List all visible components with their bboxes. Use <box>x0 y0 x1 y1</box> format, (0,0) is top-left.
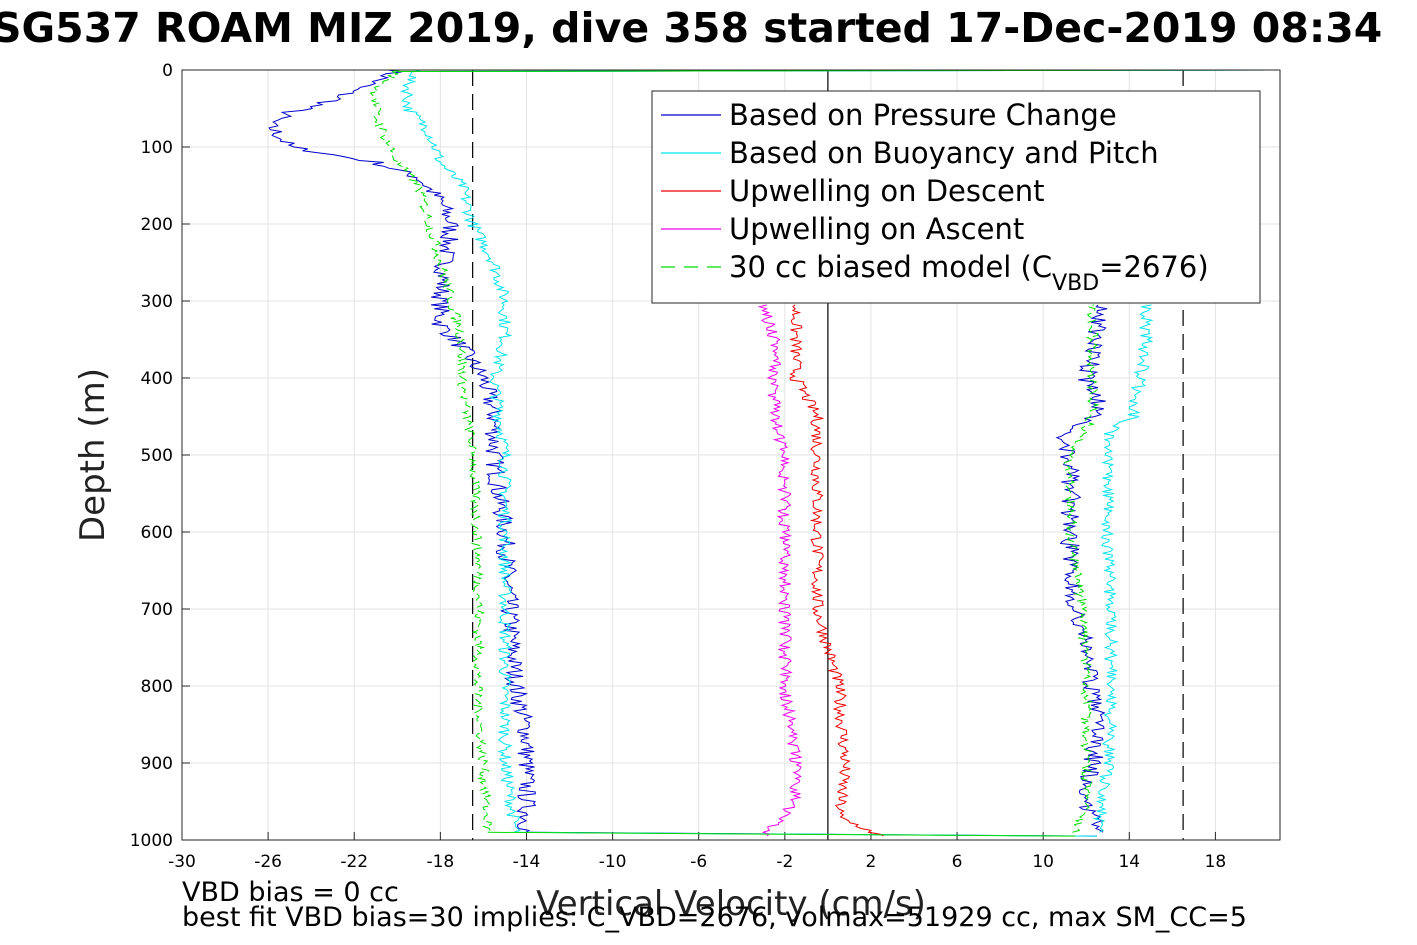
series-line-descent <box>789 304 884 837</box>
legend-label-text: Based on Pressure Change <box>729 98 1117 132</box>
x-tick-label: -26 <box>254 852 282 872</box>
legend-label-text: 30 cc biased model (C <box>729 250 1052 284</box>
legend-label: Based on Buoyancy and Pitch <box>729 136 1159 170</box>
legend-label-text: Upwelling on Descent <box>729 174 1045 208</box>
y-tick-label: 200 <box>141 215 173 235</box>
y-tick-labels: 0 100 200 300 400 500 600 700 800 900 1000 <box>130 61 173 851</box>
y-tick-label: 600 <box>141 523 173 543</box>
x-tick-label: -10 <box>599 852 627 872</box>
series-line-ascent <box>757 304 803 837</box>
footer-best-fit: best fit VBD bias=30 implies: C_VBD=2676… <box>182 902 1247 933</box>
legend-label-suffix: =2676) <box>1099 250 1208 284</box>
x-tick-label: -18 <box>426 852 454 872</box>
y-tick-label: 400 <box>141 369 173 389</box>
x-tick-label: -2 <box>776 852 793 872</box>
x-tick-label: -30 <box>168 852 196 872</box>
y-tick-label: 300 <box>141 292 173 312</box>
series-2 <box>789 304 884 837</box>
series-3 <box>757 304 803 837</box>
y-tick-label: 1000 <box>130 831 173 851</box>
y-tick-label: 100 <box>141 138 173 158</box>
legend-box <box>651 90 1261 304</box>
x-tick-label: -6 <box>690 852 707 872</box>
legend-label: Upwelling on Ascent <box>729 212 1024 246</box>
y-axis-label: Depth (m) <box>73 368 113 542</box>
series-line-descent <box>268 69 537 833</box>
x-tick-labels: -30 -26 -22 -18 -14 -10 -6 -2 2 6 10 14 18 <box>168 852 1226 872</box>
x-tick-label: 2 <box>866 852 877 872</box>
series-line-descent <box>399 69 521 833</box>
x-tick-label: 18 <box>1205 852 1227 872</box>
legend-label: Based on Pressure Change <box>729 98 1117 132</box>
y-tick-label: 500 <box>141 446 173 466</box>
legend-label-text: Based on Buoyancy and Pitch <box>729 136 1159 170</box>
legend-label: 30 cc biased model (CVBD=2676) <box>729 250 1209 296</box>
x-tick-label: 14 <box>1118 852 1140 872</box>
x-axis-label: Vertical Velocity (cm/s) <box>536 884 926 924</box>
y-tick-label: 900 <box>141 754 173 774</box>
y-tick-label: 700 <box>141 600 173 620</box>
legend: Based on Pressure Change Based on Buoyanc… <box>651 90 1261 304</box>
x-tick-label: 6 <box>952 852 963 872</box>
chart-title: SG537 ROAM MIZ 2019, dive 358 started 17… <box>0 4 1383 52</box>
legend-label-subscript: VBD <box>1052 271 1099 296</box>
plot-frame <box>181 69 1281 841</box>
y-tick-label: 800 <box>141 677 173 697</box>
x-tick-label: -14 <box>513 852 541 872</box>
series-line-descent <box>369 69 492 833</box>
legend-label-text: Upwelling on Ascent <box>729 212 1024 246</box>
y-tick-label: 0 <box>162 61 173 81</box>
series-line-ascent <box>1092 304 1154 833</box>
legend-label: Upwelling on Descent <box>729 174 1045 208</box>
x-tick-label: 10 <box>1032 852 1054 872</box>
series-bottom-turn <box>487 831 1076 837</box>
x-tick-label: -22 <box>340 852 368 872</box>
footer-vbd-bias: VBD bias = 0 cc <box>182 877 399 908</box>
series-line-ascent <box>1063 304 1100 833</box>
